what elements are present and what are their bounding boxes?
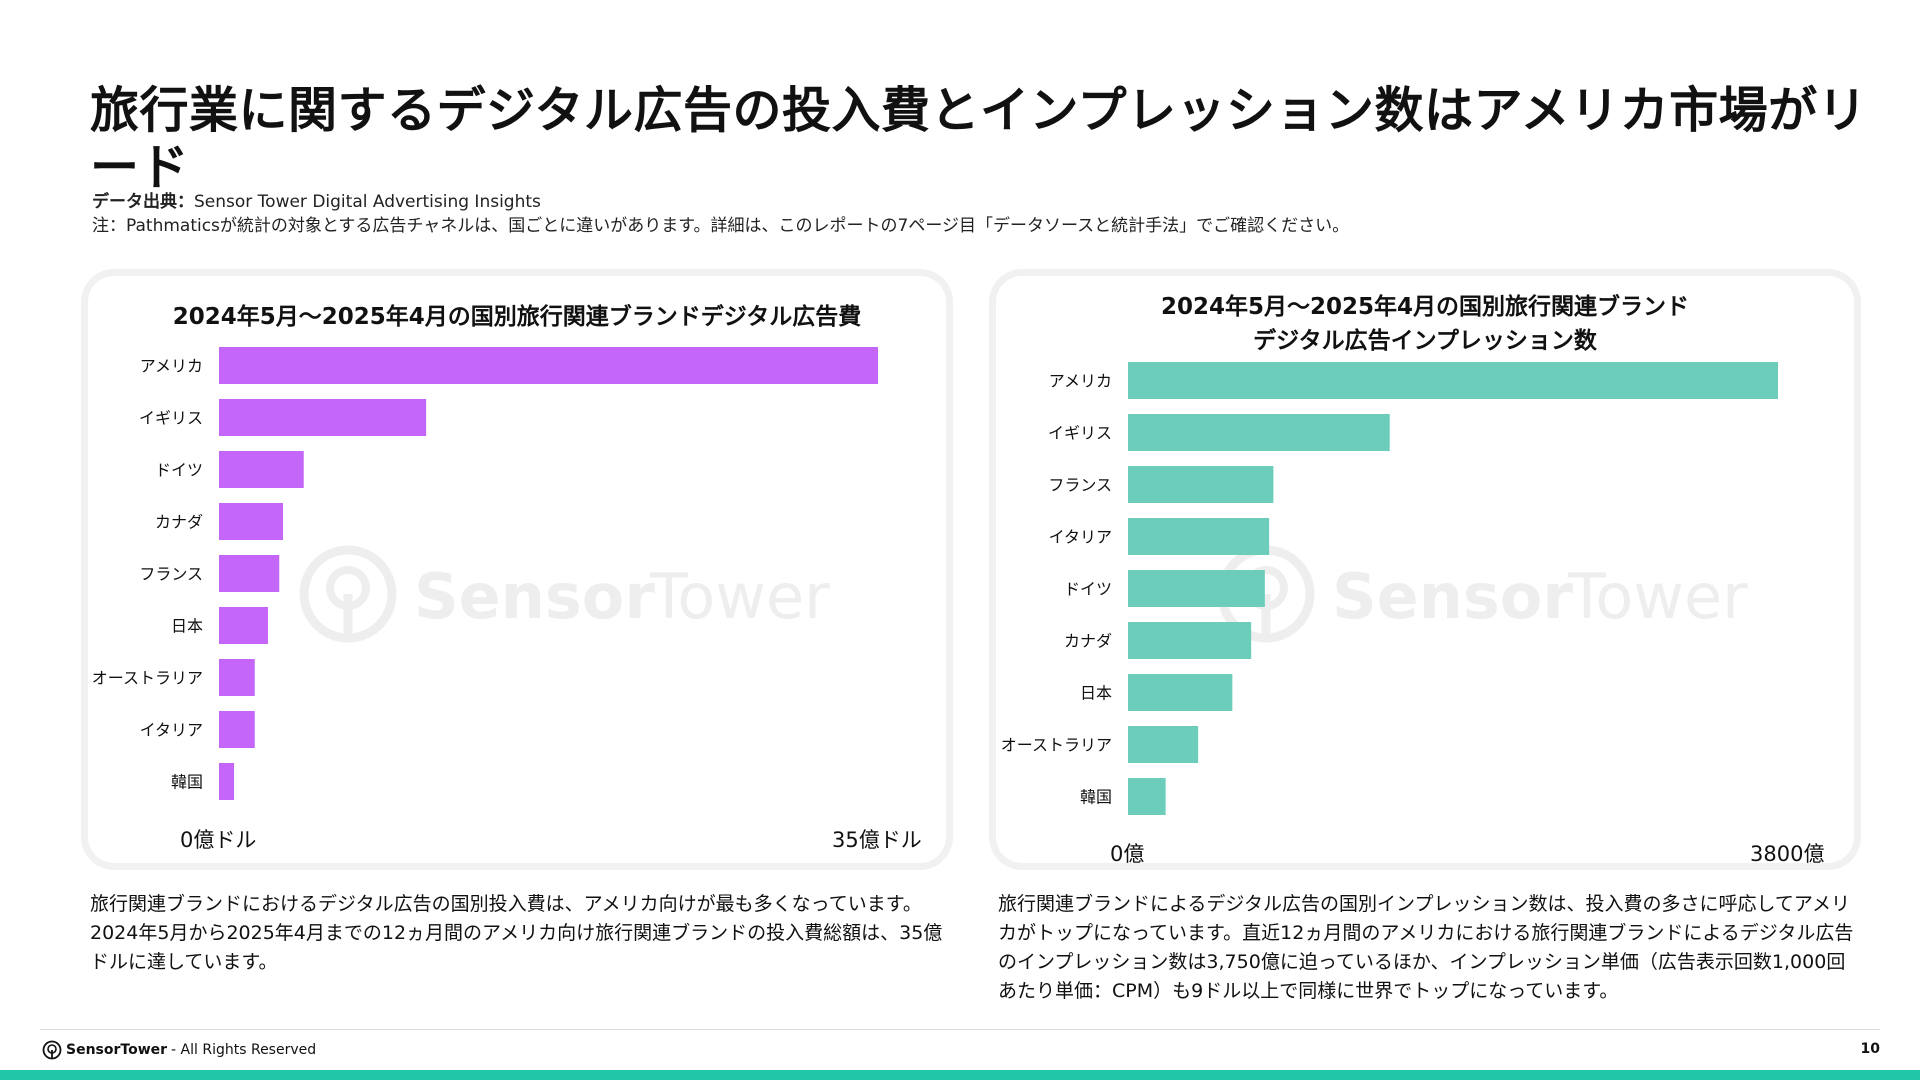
footer-brand: SensorTower - All Rights Reserved	[42, 1040, 316, 1060]
category-label-1-3: イタリア	[1049, 528, 1112, 547]
page-title: 旅行業に関するデジタル広告の投入費とインプレッション数はアメリカ市場がリード	[90, 82, 1868, 196]
category-label-0-5: 日本	[171, 617, 203, 636]
bar-0-6	[219, 659, 255, 696]
bar-1-3	[1128, 518, 1270, 555]
bar-0-1	[219, 399, 427, 436]
category-label-1-7: オーストラリア	[1001, 736, 1112, 755]
category-label-1-1: イギリス	[1048, 424, 1112, 443]
spend-description: 旅行関連ブランドにおけるデジタル広告の国別投入費は、アメリカ向けが最も多くなって…	[90, 893, 943, 973]
category-label-1-2: フランス	[1048, 476, 1112, 495]
sensortower-watermark-1: SensorTower	[1217, 545, 1748, 643]
impressions-description: 旅行関連ブランドによるデジタル広告の国別インプレッション数は、投入費の多さに呼応…	[998, 893, 1854, 1002]
category-label-1-8: 韓国	[1080, 788, 1112, 807]
impressions-chart-card: 2024年5月～2025年4月の国別旅行関連ブランド デジタル広告インプレッショ…	[996, 276, 1854, 866]
category-label-0-7: イタリア	[140, 721, 203, 740]
footer-rights: - All Rights Reserved	[171, 1042, 317, 1058]
category-label-1-5: カナダ	[1064, 632, 1112, 651]
watermark-text-a: Sensor	[414, 560, 655, 633]
accent-bar	[0, 1070, 1920, 1080]
bar-1-0	[1128, 362, 1778, 399]
footer-divider	[40, 1029, 1880, 1030]
sensortower-watermark-0: SensorTower	[299, 545, 830, 643]
bar-0-7	[219, 711, 255, 748]
category-label-0-3: カナダ	[155, 513, 203, 532]
impressions-axis-max-label: 3800億	[1750, 842, 1825, 866]
bar-0-3	[219, 503, 284, 540]
impressions-chart: SensorTower アメリカイギリスフランスイタリアドイツカナダ日本オーストラ…	[1001, 362, 1778, 815]
category-label-1-4: ドイツ	[1064, 580, 1112, 599]
category-label-0-0: アメリカ	[140, 357, 203, 376]
bar-0-4	[219, 555, 280, 592]
footer-brand-name: SensorTower	[66, 1042, 168, 1058]
impressions-axis-min-label: 0億	[1110, 842, 1145, 866]
bar-1-1	[1128, 414, 1390, 451]
impressions-chart-title: 2024年5月～2025年4月の国別旅行関連ブランド デジタル広告インプレッショ…	[996, 290, 1854, 358]
sensortower-logo-icon	[42, 1040, 62, 1060]
bar-1-7	[1128, 726, 1199, 763]
category-label-0-2: ドイツ	[155, 461, 203, 480]
category-label-0-1: イギリス	[139, 409, 203, 428]
category-label-1-6: 日本	[1080, 684, 1112, 703]
category-label-0-8: 韓国	[171, 773, 203, 792]
watermark-text-a: Sensor	[1332, 560, 1573, 633]
impressions-chart-title-line-1: 2024年5月～2025年4月の国別旅行関連ブランド	[1160, 294, 1690, 320]
bar-1-6	[1128, 674, 1233, 711]
data-source-label: データ出典：	[92, 192, 194, 212]
spend-chart-card: 2024年5月～2025年4月の国別旅行関連ブランドデジタル広告費 Sensor…	[88, 276, 946, 863]
bar-1-2	[1128, 466, 1274, 503]
category-label-0-4: フランス	[139, 565, 203, 584]
category-label-0-6: オーストラリア	[92, 669, 203, 688]
bar-1-5	[1128, 622, 1252, 659]
data-source-line: データ出典：Sensor Tower Digital Advertising I…	[92, 190, 1349, 214]
bar-0-2	[219, 451, 304, 488]
bar-0-8	[219, 763, 235, 800]
data-source-value: Sensor Tower Digital Advertising Insight…	[194, 192, 541, 212]
source-block: データ出典：Sensor Tower Digital Advertising I…	[92, 190, 1349, 238]
impressions-chart-title-line-2: デジタル広告インプレッション数	[1253, 328, 1597, 354]
bar-0-5	[219, 607, 268, 644]
page-number: 10	[1860, 1041, 1880, 1057]
watermark-text-b: Tower	[649, 560, 830, 633]
bar-1-8	[1128, 778, 1166, 815]
bar-1-4	[1128, 570, 1265, 607]
spend-chart: SensorTower アメリカイギリスドイツカナダフランス日本オーストラリアイタ…	[92, 347, 878, 800]
bar-0-0	[219, 347, 878, 384]
spend-axis-min-label: 0億ドル	[180, 828, 257, 852]
spend-chart-title: 2024年5月～2025年4月の国別旅行関連ブランドデジタル広告費	[172, 304, 862, 330]
note-line: 注：Pathmaticsが統計の対象とする広告チャネルは、国ごとに違いがあります…	[92, 216, 1350, 236]
spend-axis-max-label: 35億ドル	[832, 828, 922, 852]
category-label-1-0: アメリカ	[1049, 372, 1112, 391]
watermark-text-b: Tower	[1567, 560, 1748, 633]
